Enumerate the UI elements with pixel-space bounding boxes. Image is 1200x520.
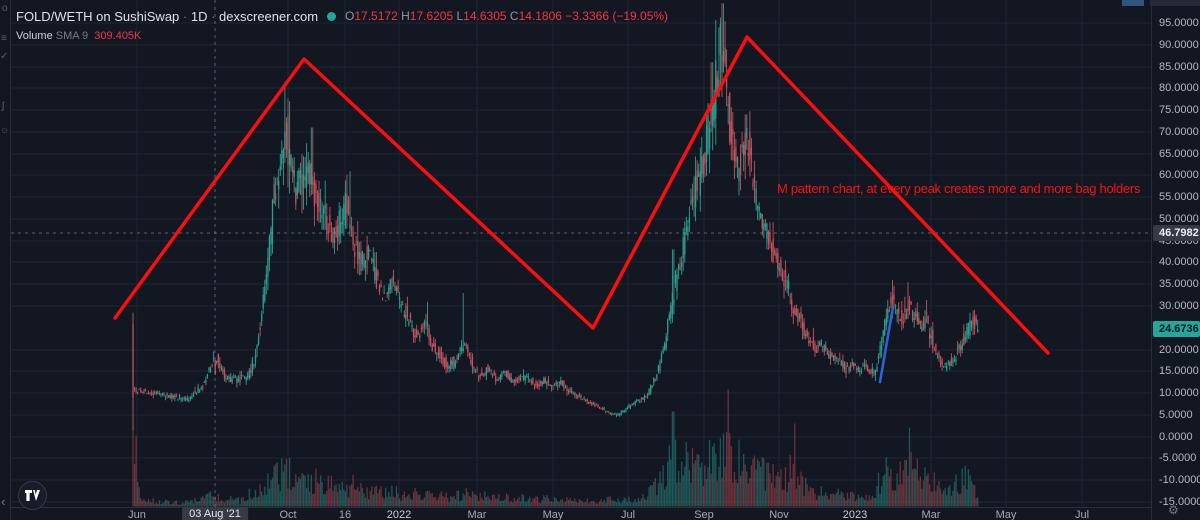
price-axis[interactable]: 95.0000 90.0000 85.0000 80.0000 75.0000 70.00… — [1151, 0, 1200, 520]
time-axis-label: 2023 — [842, 509, 868, 520]
separator: · — [207, 8, 220, 24]
provider-status-dot — [327, 11, 337, 21]
gear-icon[interactable]: ⚙ — [1168, 503, 1179, 517]
time-axis[interactable]: Jun Oct 16 2022 Mar May Jul Sep Nov 2023 Mar May Jul — [0, 507, 1151, 520]
price-tick-label: 35.0000 — [1159, 278, 1199, 291]
toolbar-icon-fragment: ≡ — [1, 33, 7, 44]
price-tick-label: 70.0000 — [1159, 125, 1199, 138]
time-axis-label: Oct — [279, 509, 297, 520]
price-tick-label: 0.0000 — [1159, 430, 1193, 443]
last-price-label: 24.6736 — [1153, 321, 1200, 338]
price-tick-label: 10.0000 — [1159, 387, 1199, 400]
crosshair-price-label: 46.7982 — [1153, 224, 1200, 241]
collapse-toolbar-chevron-icon[interactable]: ‹ — [1, 494, 6, 509]
time-axis-label: May — [995, 509, 1017, 520]
price-tick-label: 85.0000 — [1159, 60, 1199, 73]
cutoff-ui-fragment — [1150, 0, 1200, 6]
time-axis-label: Jul — [620, 509, 636, 520]
price-tick-label: -15.0000 — [1159, 495, 1200, 508]
chart-grid — [11, 0, 1151, 507]
toolbar-icon-fragment: ʃ — [2, 101, 5, 112]
candle-bodies-down — [132, 47, 977, 414]
price-tick-label: 75.0000 — [1159, 104, 1199, 117]
chart-legend: FOLD/WETH on SushiSwap · 1D · dexscreene… — [16, 8, 668, 44]
toolbar-icon-fragment: ✓ — [0, 51, 9, 62]
price-tick-label: 90.0000 — [1159, 38, 1199, 51]
tradingview-logo[interactable] — [18, 481, 47, 510]
high-value: 17.6205 — [409, 9, 454, 23]
tradingview-logo-glyph — [25, 490, 40, 501]
toolbar-icon-fragment: o — [2, 3, 8, 14]
candle-wicks-up — [137, 3, 979, 418]
price-tick-label: 60.0000 — [1159, 169, 1199, 182]
ohlc-readout: O 17.5172 H 17.6205 L 14.6305 C 14.1806 −3.3… — [345, 9, 669, 23]
open-value: 17.5172 — [354, 9, 398, 23]
indicator-name: Volume — [16, 30, 53, 42]
low-value: 14.6305 — [463, 9, 507, 23]
annotation-text[interactable]: M pattern chart, at every peak creates m… — [777, 181, 1141, 196]
change-value: −3.3366 (−19.05%) — [561, 9, 669, 23]
price-tick-label: 55.0000 — [1159, 191, 1199, 204]
price-tick-label: -5.0000 — [1159, 452, 1197, 465]
price-tick-label: 20.0000 — [1159, 343, 1199, 356]
time-axis-label: 2022 — [386, 509, 412, 520]
price-tick-label: 50.0000 — [1159, 212, 1199, 225]
volume-bars-up — [137, 411, 979, 507]
time-axis-label: Mar — [467, 509, 487, 520]
time-axis-label: Nov — [769, 509, 789, 520]
indicator-value: 309.405K — [91, 30, 142, 42]
left-toolbar-rail: o ≡ ✓ ʃ ☼ — [0, 0, 11, 520]
blue-trendline-drawing[interactable] — [878, 305, 895, 384]
data-source-label[interactable]: dexscreener.com — [219, 8, 319, 24]
time-axis-label: 16 — [338, 509, 352, 520]
separator: · — [179, 8, 191, 24]
price-tick-label: 5.0000 — [1159, 408, 1193, 421]
crosshair-date-label: 03 Aug '21 — [182, 507, 248, 520]
price-tick-label: 95.0000 — [1159, 17, 1199, 29]
candle-bodies-up — [137, 24, 979, 417]
cutoff-ui-fragment-blue — [1122, 0, 1144, 6]
volume-bars-down — [132, 389, 977, 507]
interval-label[interactable]: 1D — [190, 8, 208, 24]
time-axis-label: Jul — [1074, 509, 1090, 520]
time-axis-label: Jun — [128, 509, 146, 520]
time-axis-label: May — [542, 509, 564, 520]
volume-indicator-legend[interactable]: Volume SMA 9 309.405K — [16, 30, 668, 44]
price-tick-label: 40.0000 — [1159, 256, 1199, 269]
price-tick-label: 30.0000 — [1159, 300, 1199, 313]
symbol-title[interactable]: FOLD/WETH on SushiSwap — [16, 8, 180, 24]
m-pattern-drawing[interactable] — [113, 35, 1050, 355]
price-tick-label: 65.0000 — [1159, 147, 1199, 160]
close-value: 14.1806 — [518, 9, 562, 23]
price-tick-label: -10.0000 — [1159, 474, 1200, 487]
time-axis-label: Mar — [921, 509, 941, 520]
time-axis-label: Sep — [694, 509, 714, 520]
toolbar-icon-fragment: ☼ — [0, 125, 10, 136]
indicator-detail: SMA 9 — [52, 30, 92, 42]
price-tick-label: 80.0000 — [1159, 82, 1199, 95]
price-tick-label: 15.0000 — [1159, 365, 1199, 378]
